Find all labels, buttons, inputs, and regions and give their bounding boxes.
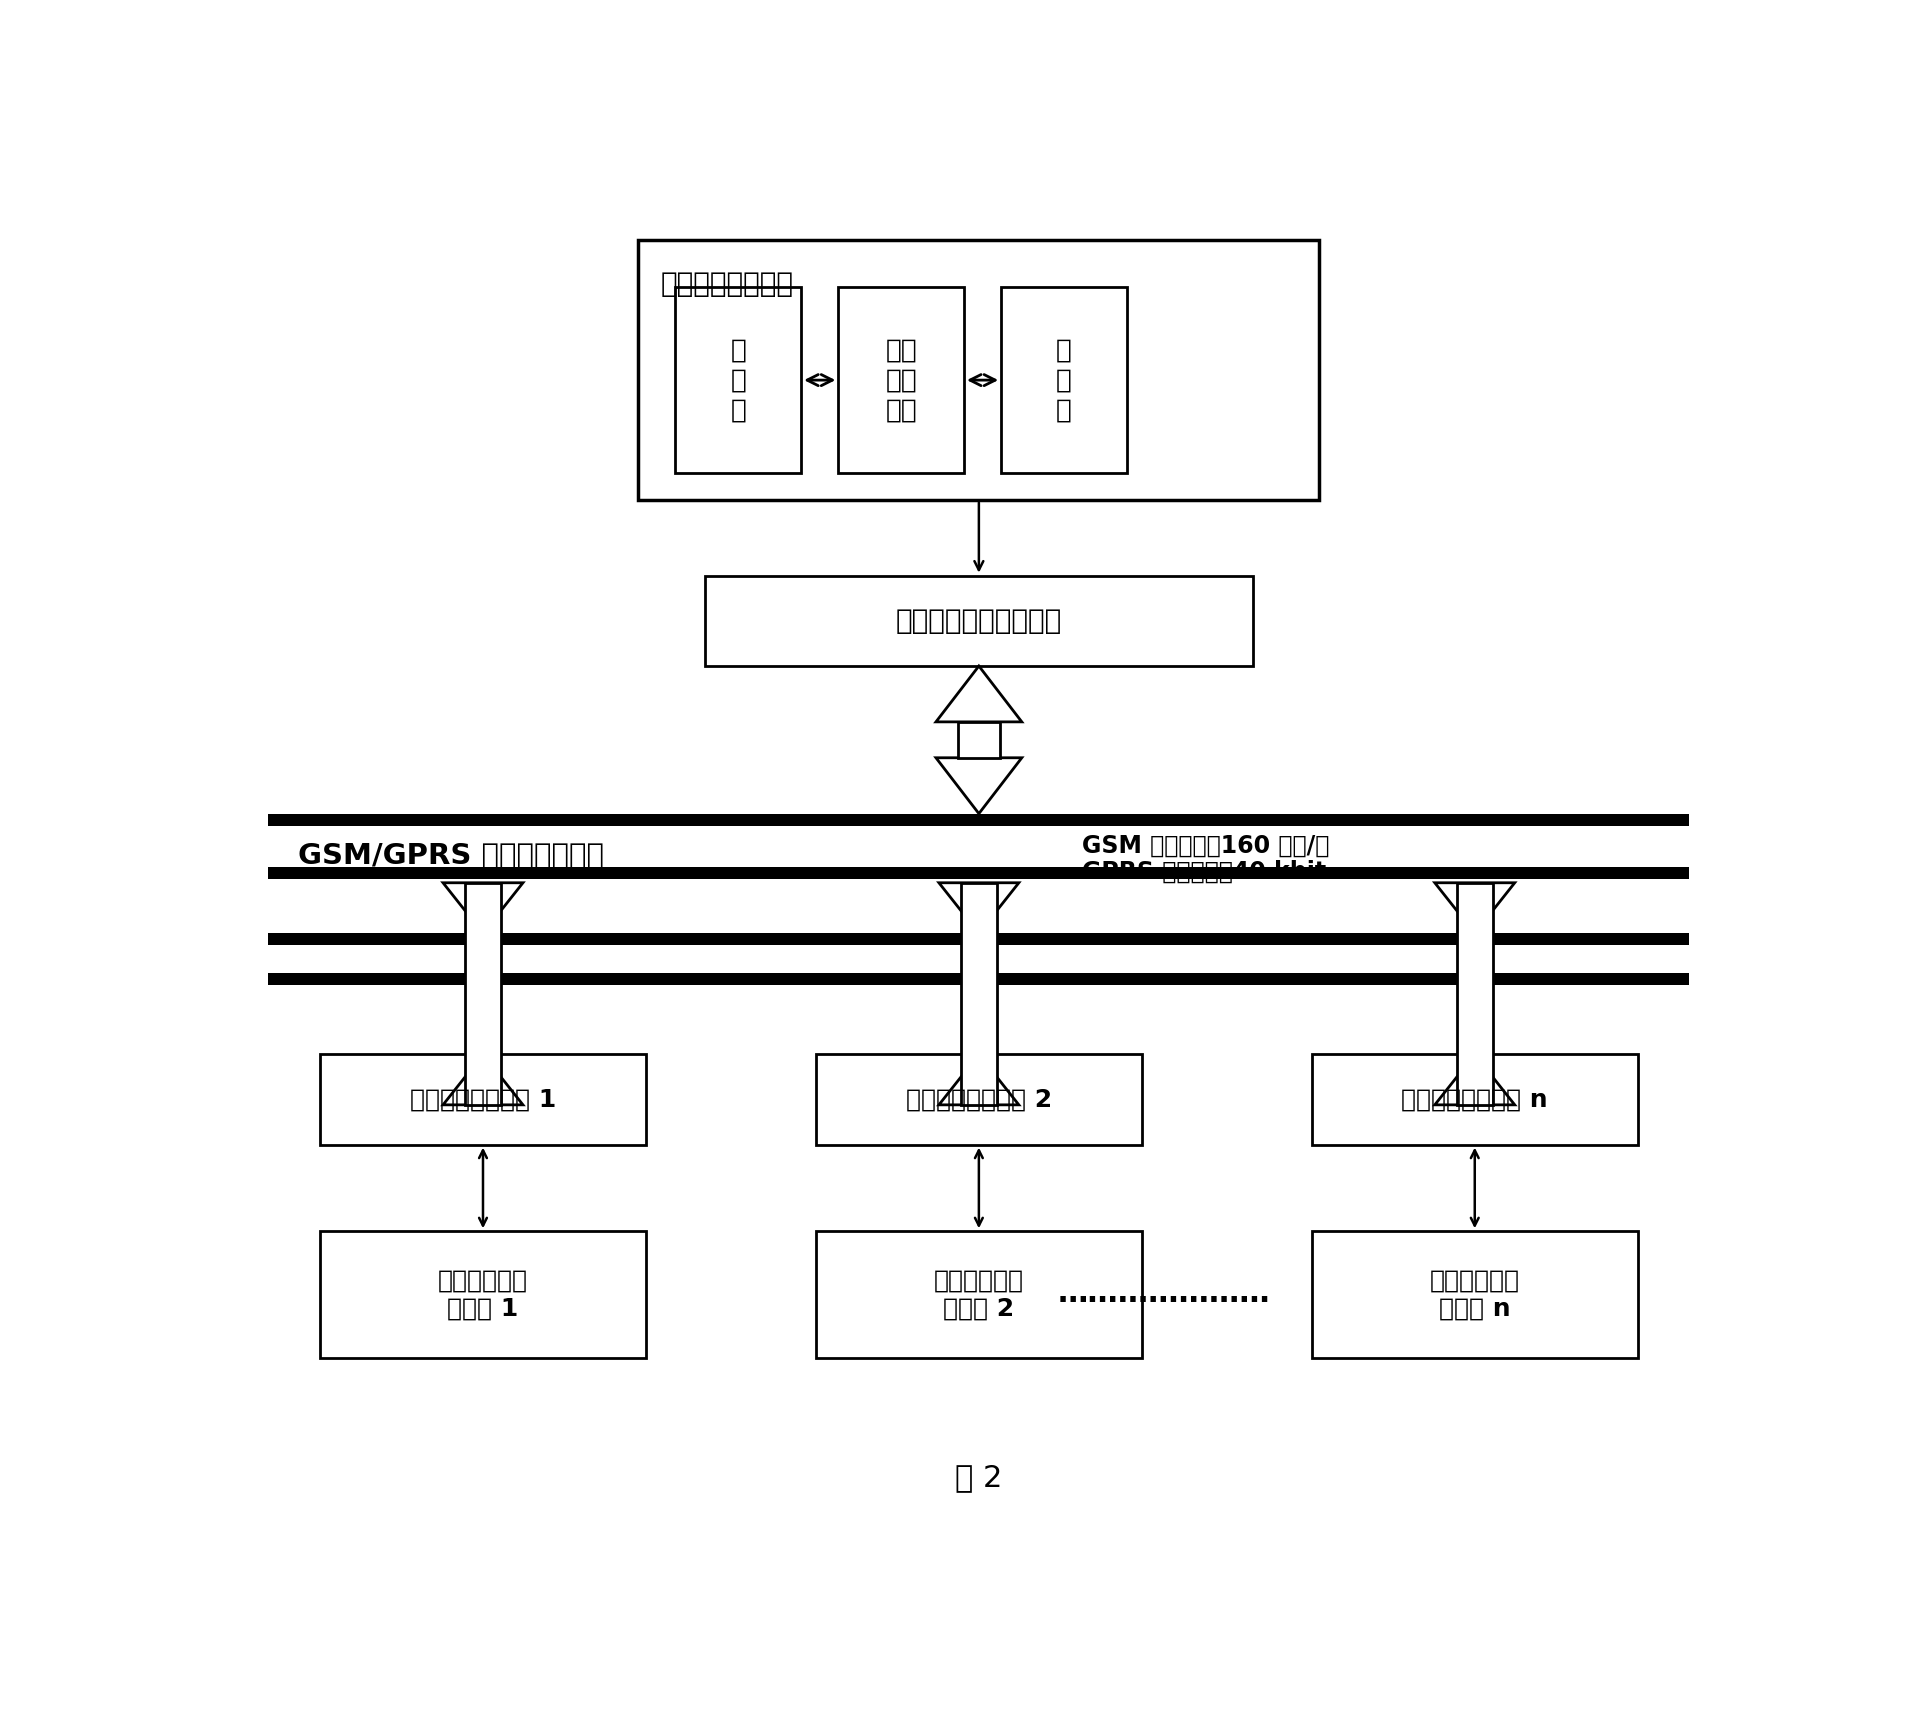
Polygon shape (1434, 1053, 1515, 1105)
Text: GSM 短信速率：160 字节/次: GSM 短信速率：160 字节/次 (1083, 834, 1329, 858)
Bar (676, 287, 802, 473)
Polygon shape (443, 882, 523, 933)
Bar (705, 575, 1253, 667)
Text: 单机底层监诊
子系统 n: 单机底层监诊 子系统 n (1431, 1268, 1520, 1319)
Bar (267, 867, 1690, 879)
Text: 管
理
者: 管 理 者 (1056, 337, 1072, 423)
Bar (321, 1231, 646, 1357)
Bar (267, 813, 1690, 826)
Text: …………………: ………………… (1058, 1280, 1270, 1307)
Polygon shape (1434, 882, 1515, 933)
Bar (816, 1053, 1142, 1145)
Polygon shape (466, 882, 500, 1105)
Bar (638, 240, 1320, 499)
Text: 单机底层监诊
子系统 2: 单机底层监诊 子系统 2 (934, 1268, 1024, 1319)
Text: 单机底层监诊
子系统 1: 单机底层监诊 子系统 1 (437, 1268, 527, 1319)
Polygon shape (940, 882, 1018, 933)
Polygon shape (940, 1053, 1018, 1105)
Bar (321, 1053, 646, 1145)
Polygon shape (961, 882, 997, 1105)
Bar (1001, 287, 1127, 473)
Bar (267, 933, 1690, 945)
Text: 数
据
库: 数 据 库 (730, 337, 747, 423)
Bar (1312, 1053, 1637, 1145)
Polygon shape (1457, 882, 1492, 1105)
Text: GSM/GPRS 公用移动通讯网: GSM/GPRS 公用移动通讯网 (298, 843, 604, 870)
Bar (816, 1231, 1142, 1357)
Text: 单机移动通讯模块 2: 单机移动通讯模块 2 (905, 1088, 1052, 1112)
Polygon shape (959, 722, 999, 758)
Text: GPRS 接入速度：40 kbit: GPRS 接入速度：40 kbit (1083, 860, 1327, 884)
Bar (838, 287, 965, 473)
Text: 上层
监诊
系统: 上层 监诊 系统 (886, 337, 917, 423)
Polygon shape (936, 667, 1022, 722)
Text: 单机移动通讯模块 1: 单机移动通讯模块 1 (411, 1088, 556, 1112)
Polygon shape (443, 1053, 523, 1105)
Polygon shape (936, 758, 1022, 813)
Bar (1312, 1231, 1637, 1357)
Text: 机群设备监诊中心: 机群设备监诊中心 (661, 269, 795, 297)
Bar (267, 974, 1690, 984)
Text: 上层系统移动通讯模块: 上层系统移动通讯模块 (896, 606, 1062, 636)
Text: 图 2: 图 2 (955, 1463, 1003, 1492)
Text: 单机移动通讯模块 n: 单机移动通讯模块 n (1402, 1088, 1549, 1112)
